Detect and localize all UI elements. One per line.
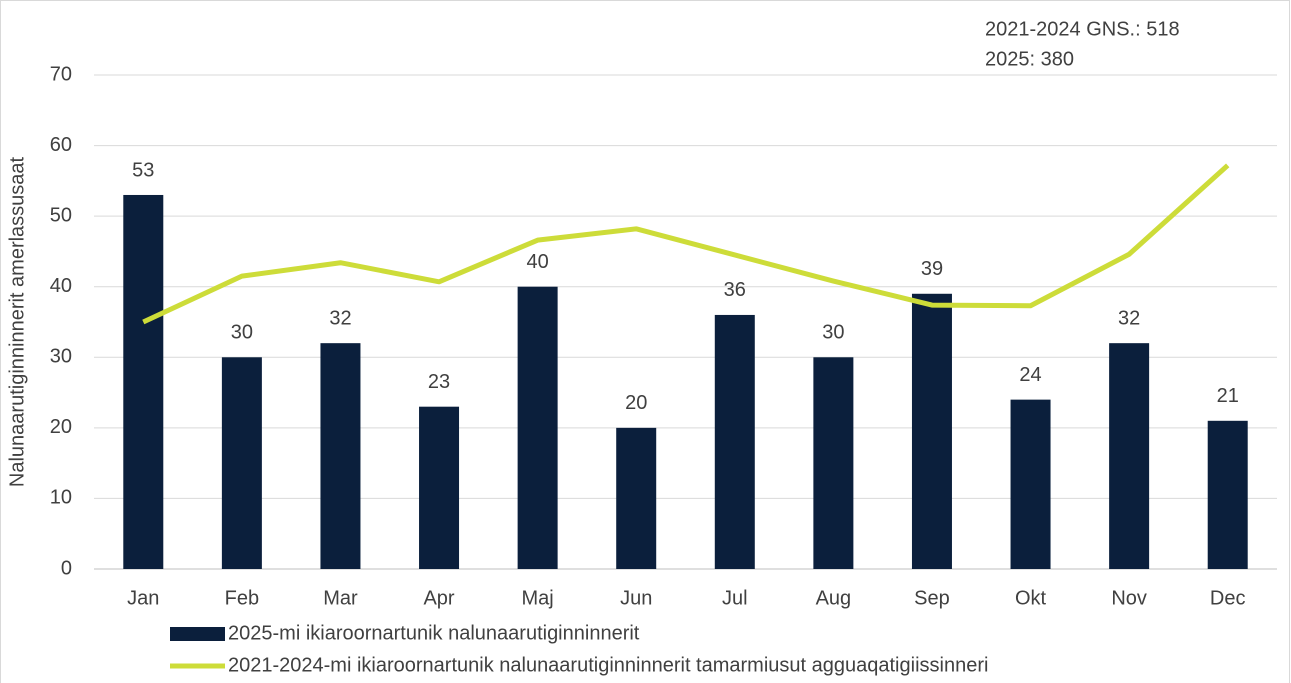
data-label: 30 [822, 322, 844, 344]
bar [911, 293, 952, 569]
data-label: 36 [724, 279, 746, 301]
y-tick-label: 70 [50, 63, 72, 85]
data-label: 40 [527, 251, 549, 273]
y-axis-label: Nalunaarutiginninnerit amerlassusaat [6, 156, 28, 487]
x-tick-label: Mar [323, 587, 358, 609]
bar [1109, 343, 1150, 569]
bar [813, 357, 854, 569]
y-tick-label: 50 [50, 204, 72, 226]
x-tick-label: Jan [127, 587, 159, 609]
x-tick-label: Feb [225, 587, 259, 609]
y-tick-label: 60 [50, 134, 72, 156]
bar [419, 406, 460, 569]
annotation: 2021-2024 GNS.: 518 [985, 18, 1180, 40]
annotation: 2025: 380 [985, 48, 1074, 70]
x-tick-label: Jun [620, 587, 652, 609]
bar [517, 286, 558, 569]
legend-label: 2025-mi ikiaroornartunik nalunaarutiginn… [228, 622, 640, 644]
x-tick-label: Sep [914, 587, 950, 609]
data-label: 32 [1118, 307, 1140, 329]
x-tick-label: Dec [1210, 587, 1246, 609]
x-tick-label: Maj [522, 587, 554, 609]
line [142, 163, 1230, 325]
legend-label: 2021-2024-mi ikiaroornartunik nalunaarut… [228, 654, 988, 676]
bar [1010, 399, 1051, 569]
x-tick-label: Apr [423, 587, 454, 609]
x-tick-label: Nov [1111, 587, 1147, 609]
bar [320, 343, 361, 569]
bar [123, 194, 164, 569]
legend-swatch [170, 627, 225, 641]
bar [1207, 420, 1248, 569]
y-tick-label: 30 [50, 346, 72, 368]
data-label: 53 [132, 159, 154, 181]
y-tick-label: 40 [50, 275, 72, 297]
bar [616, 427, 657, 569]
data-label: 23 [428, 371, 450, 393]
x-tick-label: Aug [816, 587, 852, 609]
y-tick-label: 20 [50, 416, 72, 438]
bar [221, 357, 262, 569]
x-tick-label: Jul [722, 587, 748, 609]
bar [714, 314, 755, 569]
data-label: 21 [1217, 385, 1239, 407]
data-label: 30 [231, 322, 253, 344]
data-label: 32 [329, 307, 351, 329]
x-tick-label: Okt [1015, 587, 1047, 609]
data-label: 20 [625, 392, 647, 414]
data-label: 24 [1019, 364, 1041, 386]
y-tick-label: 0 [61, 557, 72, 579]
y-tick-label: 10 [50, 487, 72, 509]
data-label: 39 [921, 258, 943, 280]
